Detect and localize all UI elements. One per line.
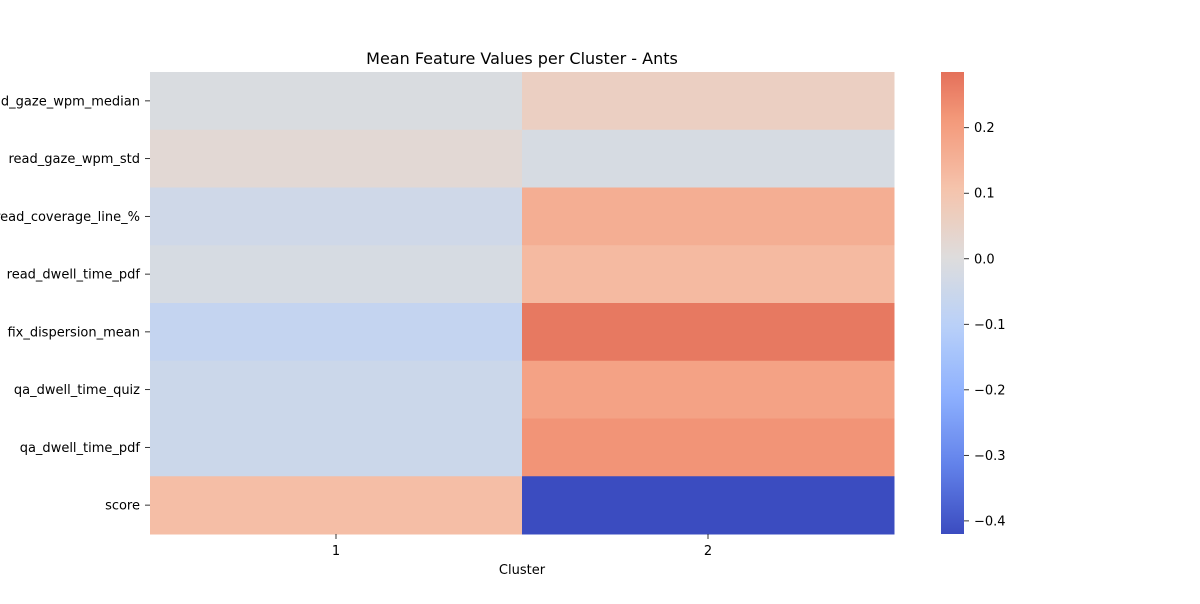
- heatmap-cell: [522, 303, 895, 362]
- chart-title: Mean Feature Values per Cluster - Ants: [366, 49, 678, 68]
- heatmap-cell: [522, 72, 895, 131]
- heatmap-cell: [522, 187, 895, 246]
- y-tick-label: fix_dispersion_mean: [7, 325, 140, 340]
- colorbar-ticks: 0.2 0.1 0.0 −0.1 −0.2 −0.3 −0.4: [964, 121, 1006, 529]
- y-tick-label: qa_dwell_time_pdf: [20, 441, 141, 456]
- colorbar-tick-label: −0.2: [974, 383, 1006, 398]
- x-tick-label: 1: [332, 544, 340, 559]
- colorbar-tick-label: 0.0: [974, 252, 995, 267]
- heatmap-cell: [150, 360, 523, 419]
- colorbar-tick-label: −0.4: [974, 514, 1006, 529]
- colorbar-tick-label: 0.2: [974, 121, 995, 136]
- heatmap-cell: [150, 476, 523, 535]
- x-tick-label: 2: [704, 544, 712, 559]
- heatmap-cell: [522, 245, 895, 304]
- heatmap-cell: [522, 129, 895, 188]
- heatmap-cell: [150, 245, 523, 304]
- y-tick-label: read_coverage_line_%: [0, 210, 140, 225]
- y-axis-ticks: read_gaze_wpm_median read_gaze_wpm_stdrea…: [0, 94, 150, 514]
- heatmap-cell: [522, 476, 895, 535]
- heatmap-cell: [150, 72, 523, 131]
- y-tick-label: score: [105, 499, 140, 514]
- colorbar-tick-label: −0.1: [974, 318, 1006, 333]
- y-tick-label: read_dwell_time_pdf: [7, 268, 141, 283]
- heatmap-cell: [150, 418, 523, 477]
- heatmap-cells: [150, 72, 895, 535]
- colorbar-tick-label: −0.3: [974, 449, 1006, 464]
- heatmap-cell: [150, 303, 523, 362]
- heatmap-cell: [150, 187, 523, 246]
- heatmap-cell: [522, 360, 895, 419]
- y-tick-label: read_gaze_wpm_median: [0, 94, 140, 109]
- y-tick-label: qa_dwell_time_quiz: [14, 383, 140, 398]
- colorbar: [941, 72, 964, 534]
- colorbar-gradient: [941, 72, 964, 534]
- x-axis-label: Cluster: [499, 563, 546, 578]
- y-tick-label: read_gaze_wpm_std: [9, 152, 141, 167]
- heatmap-cell: [522, 418, 895, 477]
- colorbar-tick-label: 0.1: [974, 187, 995, 202]
- heatmap-cell: [150, 129, 523, 188]
